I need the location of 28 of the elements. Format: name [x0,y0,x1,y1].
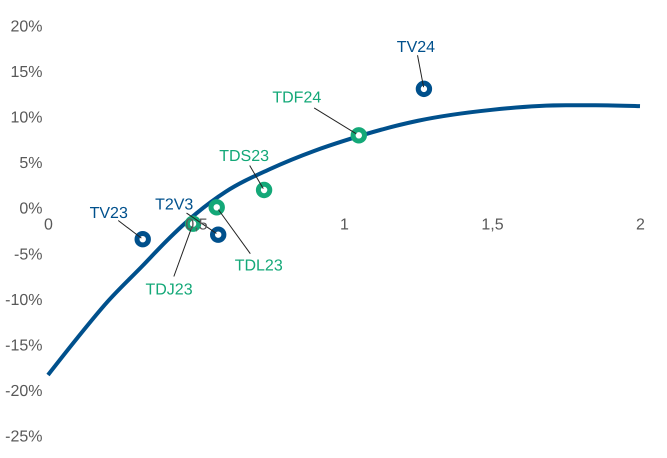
x-tick-label: 0,5 [185,216,208,234]
y-tick-label: -10% [5,292,42,309]
y-tick-label: 10% [10,110,42,127]
point [256,182,272,198]
annotation: TV23 [90,205,128,222]
annotation: T2V3 [155,196,194,214]
point [210,226,226,243]
x-tick-label: 1 [340,216,350,234]
y-tick-label: 20% [10,18,42,36]
y-tick-label: -20% [5,382,42,400]
point [350,127,367,144]
annotation: TDJ23 [145,282,193,299]
y-tick-label: -5% [14,246,42,264]
y-tick-label: 0% [19,200,42,218]
point [134,231,151,248]
annotation: TV24 [396,38,436,56]
point [416,80,432,98]
y-tick-label: 5% [19,155,42,172]
x-tick-label: 1,5 [481,216,504,234]
annotation: TDL23 [234,257,283,274]
point [208,199,225,216]
y-tick-label: 15% [10,64,42,82]
y-tick-label: -15% [5,337,42,354]
x-tick-label: 0 [44,216,54,234]
annotation: TDS23 [219,148,270,165]
x-tick-label: 2 [636,216,646,234]
annotation: TDF24 [272,89,322,106]
y-tick-label: -25% [5,428,42,446]
